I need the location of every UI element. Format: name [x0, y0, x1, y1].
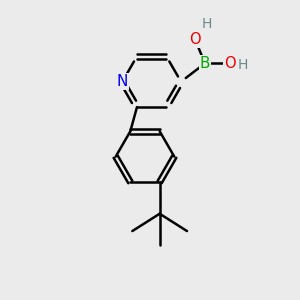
Text: O: O	[224, 56, 236, 71]
Text: B: B	[200, 56, 210, 71]
Text: N: N	[117, 74, 128, 89]
Text: H: H	[202, 17, 212, 31]
Text: H: H	[238, 58, 248, 72]
Text: O: O	[189, 32, 201, 47]
